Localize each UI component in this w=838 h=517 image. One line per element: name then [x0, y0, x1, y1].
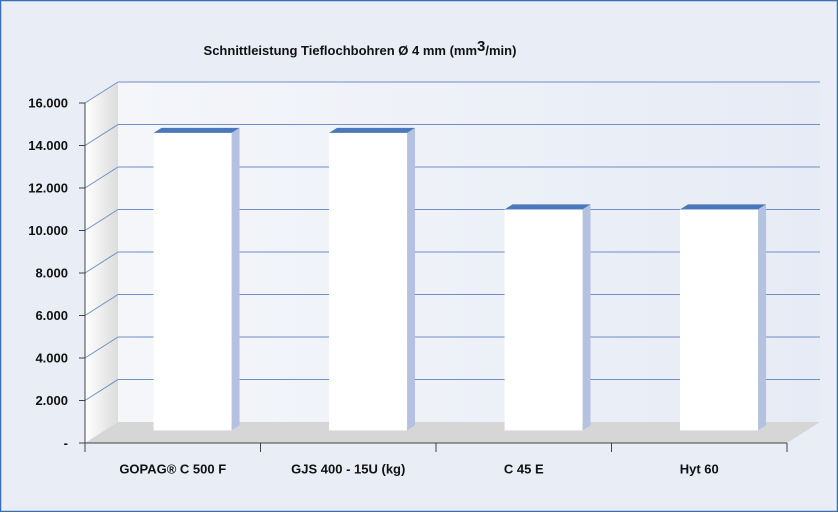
grid-line-side: [84, 81, 119, 104]
grid-line-side: [84, 124, 119, 146]
x-tick-label: GOPAG® C 500 F: [119, 461, 226, 476]
y-tick-label: 10.000: [28, 223, 68, 238]
y-tick-label: 12.000: [28, 180, 68, 195]
y-tick-label: -: [64, 435, 68, 450]
grid-line-side: [84, 379, 119, 401]
bar-top: [153, 127, 240, 133]
bar-side: [407, 127, 416, 431]
grid-line-side: [84, 209, 119, 231]
y-tick-label: 2.000: [35, 393, 68, 408]
title-part: /min): [485, 43, 516, 58]
bar-side: [758, 204, 767, 431]
bar-top: [329, 127, 416, 133]
bar: [329, 132, 408, 431]
plot-area: - 2.000 4.000 6.000 8.000 10.000 12.000 14.000 1…: [28, 81, 820, 476]
grid-line-side: [84, 251, 119, 274]
bar-top: [680, 204, 767, 210]
floor: [85, 422, 820, 443]
grid-line-side: [84, 336, 119, 359]
x-tick-label: GJS 400 - 15U (kg): [291, 461, 405, 476]
x-tick-label: C 45 E: [504, 461, 544, 476]
bar-side: [231, 127, 240, 431]
title-part: Schnittleistung Tieflochbohren Ø 4 mm (m…: [204, 43, 478, 58]
bar: [680, 209, 759, 431]
bar: [504, 209, 583, 431]
y-tick-label: 14.000: [28, 138, 68, 153]
bar-side: [582, 204, 591, 431]
bar-top: [504, 204, 591, 210]
y-tick-label: 4.000: [35, 350, 68, 365]
grid-line-side: [84, 294, 119, 316]
y-tick-label: 16.000: [28, 95, 68, 110]
bar: [153, 132, 232, 431]
y-tick-label: 6.000: [35, 308, 68, 323]
y-tick-label: 8.000: [35, 265, 68, 280]
x-tick-label: Hyt 60: [680, 461, 719, 476]
title-superscript: 3: [477, 38, 485, 55]
grid-line-side: [84, 166, 119, 189]
chart-title: Schnittleistung Tieflochbohren Ø 4 mm (m…: [204, 38, 517, 58]
